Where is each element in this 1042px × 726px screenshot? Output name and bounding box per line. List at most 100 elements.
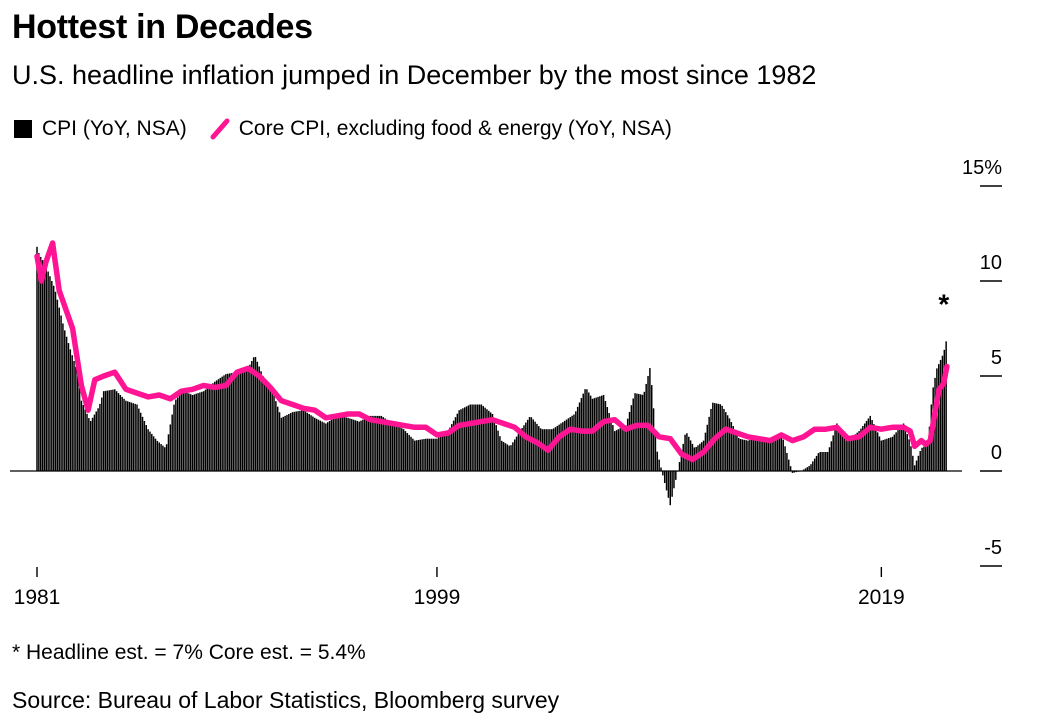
cpi-bar bbox=[863, 423, 866, 471]
cpi-bar bbox=[858, 431, 860, 471]
legend-swatch-core bbox=[210, 118, 230, 140]
cpi-bar bbox=[349, 418, 351, 471]
cpi-bar bbox=[43, 263, 46, 471]
cpi-bar bbox=[302, 410, 305, 471]
cpi-bar bbox=[175, 399, 177, 471]
cpi-bar bbox=[743, 439, 746, 471]
cpi-bar bbox=[702, 440, 705, 471]
cpi-bar bbox=[238, 371, 240, 471]
cpi-bar bbox=[438, 437, 440, 471]
cpi-bar bbox=[251, 361, 253, 471]
cpi-bar bbox=[430, 438, 433, 471]
cpi-bar bbox=[493, 419, 496, 471]
cpi-bar bbox=[854, 434, 857, 471]
cpi-bar bbox=[499, 436, 501, 471]
cpi-bar bbox=[264, 379, 266, 471]
cpi-bar bbox=[608, 413, 610, 471]
cpi-bar bbox=[417, 439, 420, 471]
cpi-bar bbox=[636, 393, 638, 471]
cpi-bar bbox=[330, 419, 333, 471]
cpi-bar bbox=[738, 437, 740, 471]
cpi-bar bbox=[341, 416, 344, 471]
cpi-bar bbox=[171, 414, 173, 471]
cpi-bar bbox=[228, 373, 231, 471]
cpi-bar bbox=[810, 464, 812, 471]
cpi-bar bbox=[852, 435, 855, 471]
cpi-bar bbox=[747, 440, 749, 471]
cpi-bar bbox=[88, 418, 90, 471]
cpi-bar bbox=[728, 418, 731, 471]
cpi-bar bbox=[428, 438, 431, 471]
cpi-bar bbox=[165, 444, 168, 471]
cpi-bar bbox=[304, 411, 307, 471]
cpi-bar bbox=[112, 389, 114, 471]
cpi-bar bbox=[736, 433, 738, 471]
cpi-bar bbox=[575, 411, 577, 471]
cpi-bar bbox=[917, 455, 920, 471]
cpi-bar bbox=[36, 246, 38, 471]
cpi-bar bbox=[906, 434, 908, 471]
cpi-bar bbox=[328, 420, 331, 471]
cpi-bar bbox=[180, 393, 183, 471]
cpi-bar bbox=[475, 404, 477, 471]
cpi-bar bbox=[189, 394, 192, 471]
cpi-bar bbox=[345, 417, 347, 471]
cpi-bar bbox=[121, 396, 123, 471]
cpi-bar bbox=[897, 430, 899, 471]
cpi-bar bbox=[432, 438, 434, 471]
cpi-bar bbox=[314, 417, 316, 471]
cpi-bar bbox=[391, 423, 394, 471]
cpi-bar bbox=[758, 436, 760, 471]
cpi-bar bbox=[39, 256, 42, 471]
y-tick-label: 15% bbox=[962, 157, 1002, 179]
cpi-bar bbox=[93, 414, 96, 471]
cpi-bar bbox=[919, 451, 921, 471]
cpi-bar bbox=[393, 424, 396, 471]
cpi-bar bbox=[204, 389, 207, 471]
cpi-bar bbox=[195, 393, 197, 471]
footnote: * Headline est. = 7% Core est. = 5.4% bbox=[12, 641, 366, 664]
cpi-bar bbox=[236, 372, 238, 471]
legend-label-cpi: CPI (YoY, NSA) bbox=[42, 117, 187, 140]
cpi-bar bbox=[791, 471, 794, 473]
cpi-bar bbox=[771, 440, 773, 471]
x-tick-label: 2019 bbox=[858, 586, 905, 609]
cpi-bar bbox=[495, 425, 497, 471]
cpi-bar bbox=[793, 471, 796, 473]
cpi-bar bbox=[191, 395, 194, 471]
cpi-bar bbox=[782, 439, 784, 471]
cpi-bar bbox=[451, 424, 453, 471]
cpi-bar bbox=[784, 446, 786, 471]
cpi-bar bbox=[197, 393, 199, 471]
cpi-bar bbox=[763, 439, 766, 471]
cpi-bar bbox=[143, 420, 146, 471]
cpi-bar bbox=[104, 390, 107, 471]
cpi-bar bbox=[217, 379, 220, 471]
cpi-bar bbox=[134, 403, 136, 471]
cpi-bar bbox=[384, 418, 386, 471]
cpi-bar bbox=[497, 430, 499, 471]
cpi-bar bbox=[373, 415, 375, 471]
cpi-bar bbox=[375, 415, 377, 471]
cpi-bar bbox=[832, 435, 834, 471]
cpi-bar bbox=[513, 439, 516, 471]
cpi-bar bbox=[273, 395, 275, 471]
annotation-asterisk: * bbox=[938, 289, 949, 320]
cpi-bar bbox=[517, 433, 520, 471]
cpi-bar bbox=[269, 387, 272, 471]
cpi-bar bbox=[891, 436, 894, 471]
cpi-bar bbox=[62, 323, 64, 471]
cpi-bar bbox=[289, 413, 292, 471]
cpi-bar bbox=[865, 420, 868, 471]
cpi-bar bbox=[756, 437, 759, 471]
cpi-bar bbox=[423, 439, 425, 471]
cpi-bar bbox=[551, 429, 553, 471]
cpi-bar bbox=[554, 427, 557, 471]
cpi-bar bbox=[502, 442, 505, 471]
cpi-bar bbox=[886, 438, 888, 471]
cpi-bar bbox=[730, 422, 733, 471]
cpi-bar bbox=[563, 420, 566, 471]
cpi-bar bbox=[536, 423, 538, 471]
cpi-bar bbox=[95, 411, 97, 471]
cpi-bar bbox=[136, 404, 138, 471]
